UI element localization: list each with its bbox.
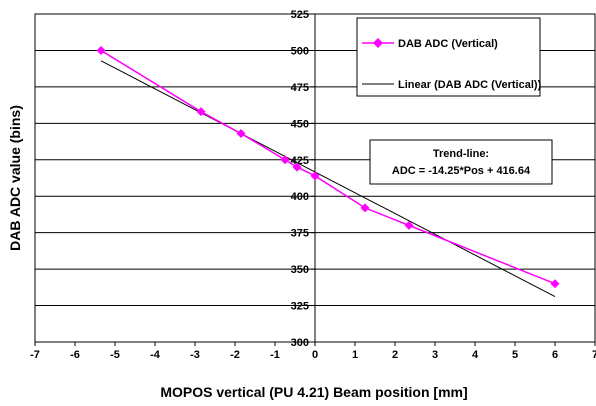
y-tick-label-9: 525: [291, 9, 309, 21]
y-tick-label-3: 375: [291, 228, 309, 240]
x-tick-label-12: 5: [512, 349, 518, 361]
x-tick-label-13: 6: [552, 349, 558, 361]
x-tick-label-5: -2: [230, 349, 240, 361]
data-point-8: [550, 279, 560, 289]
series-group: [96, 45, 560, 298]
data-point-3: [280, 155, 290, 165]
x-tick-label-10: 3: [432, 349, 438, 361]
y-tick-label-7: 475: [291, 82, 309, 94]
x-tick-label-3: -4: [150, 349, 161, 361]
y-tick-label-4: 400: [291, 191, 309, 203]
x-tick-label-1: -6: [70, 349, 80, 361]
annotation-equation: ADC = -14.25*Pos + 416.64: [392, 165, 531, 177]
x-tick-label-0: -7: [30, 349, 40, 361]
legend-label-series-1: Linear (DAB ADC (Vertical)): [398, 79, 542, 91]
trendline-annotation: Trend-line: ADC = -14.25*Pos + 416.64: [369, 139, 553, 185]
y-tick-label-2: 350: [291, 264, 309, 276]
x-tick-label-11: 4: [472, 349, 479, 361]
data-point-0: [96, 45, 106, 55]
annotation-box: [369, 139, 553, 185]
x-tick-label-6: -1: [270, 349, 280, 361]
x-tick-label-9: 2: [392, 349, 398, 361]
x-tick-label-4: -3: [190, 349, 200, 361]
legend-box: [356, 17, 541, 97]
x-tick-label-14: 7: [592, 349, 596, 361]
legend-label-series-0: DAB ADC (Vertical): [398, 38, 498, 50]
data-point-4: [292, 162, 302, 172]
y-tick-label-0: 300: [291, 337, 309, 349]
data-point-5: [310, 171, 320, 181]
y-tick-label-6: 450: [291, 118, 309, 130]
x-tick-label-7: 0: [312, 349, 318, 361]
x-tick-label-2: -5: [110, 349, 120, 361]
y-tick-label-8: 500: [291, 45, 309, 57]
data-point-2: [236, 129, 246, 139]
data-point-1: [196, 107, 206, 117]
y-tick-label-5: 425: [291, 155, 309, 167]
x-tick-label-8: 1: [352, 349, 358, 361]
y-axis-title: DAB ADC value (bins): [7, 105, 23, 251]
legend-marker-series-0: [373, 38, 383, 48]
annotation-title: Trend-line:: [433, 148, 489, 160]
x-ticks: -7 -6 -5 -4 -3 -2 -1 0 1 2 3 4 5 6 7: [30, 342, 596, 361]
y-tick-label-1: 325: [291, 301, 309, 313]
data-point-6: [360, 203, 370, 213]
data-point-7: [404, 220, 414, 230]
y-ticks: 300 325 350 375 400 425 450 475 500 525: [291, 9, 315, 349]
trendline: [100, 60, 556, 298]
x-axis-title: MOPOS vertical (PU 4.21) Beam position […: [160, 384, 467, 400]
legend: DAB ADC (Vertical) Linear (DAB ADC (Vert…: [356, 17, 542, 97]
